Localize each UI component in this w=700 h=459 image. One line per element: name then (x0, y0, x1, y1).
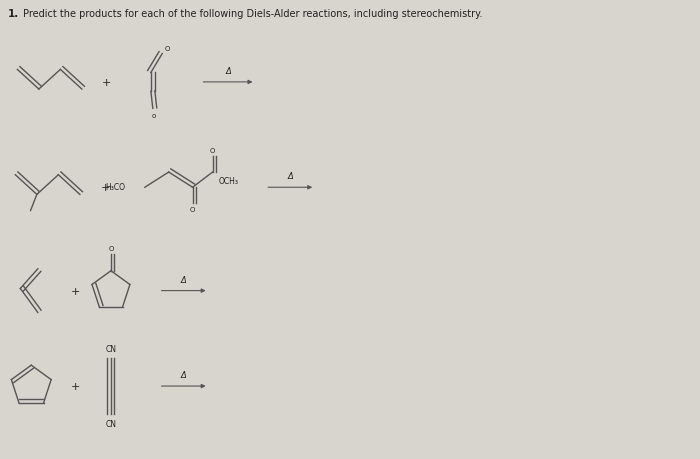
Text: +: + (71, 286, 80, 296)
Text: Predict the products for each of the following Diels-Alder reactions, including : Predict the products for each of the fol… (23, 9, 483, 19)
Text: O: O (164, 45, 169, 51)
Text: OCH₃: OCH₃ (218, 177, 239, 185)
Text: O: O (210, 148, 215, 154)
Text: Δ: Δ (288, 172, 293, 181)
Text: CN: CN (106, 419, 116, 428)
Text: Δ: Δ (225, 67, 231, 76)
Text: o: o (152, 113, 156, 119)
Text: +: + (100, 183, 110, 193)
Text: CN: CN (106, 345, 116, 353)
Text: 1.: 1. (8, 9, 19, 19)
Text: +: + (71, 381, 80, 391)
Text: H₃CO: H₃CO (105, 182, 125, 191)
Text: O: O (108, 245, 113, 252)
Text: Δ: Δ (181, 370, 186, 379)
Text: O: O (190, 207, 195, 213)
Text: Δ: Δ (181, 275, 186, 284)
Text: +: + (102, 78, 111, 88)
